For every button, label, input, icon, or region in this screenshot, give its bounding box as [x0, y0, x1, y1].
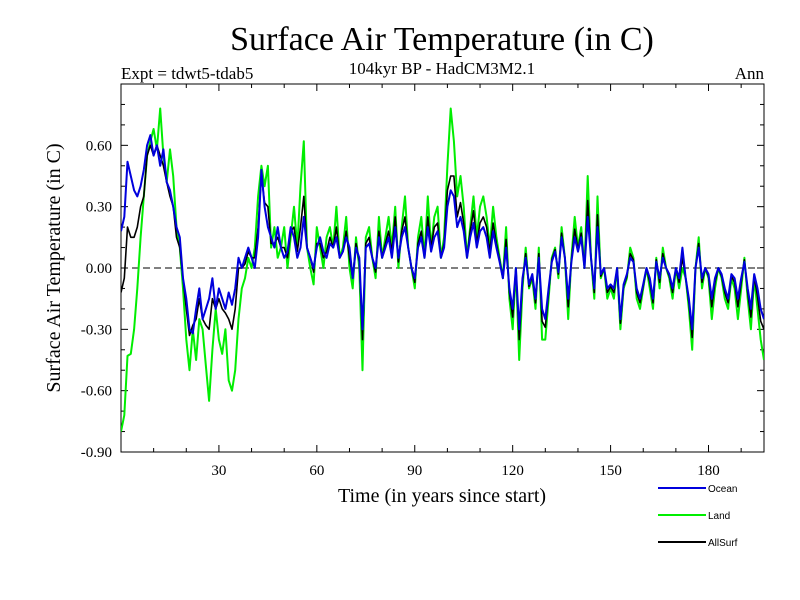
x-tick-label: 180	[697, 463, 720, 479]
series-line-ocean	[121, 134, 764, 335]
y-tick-label: -0.60	[81, 384, 112, 400]
x-tick-label: 60	[309, 463, 324, 479]
y-tick-label: -0.30	[81, 322, 112, 338]
plot-area: 30 60 90 120 150 180 -0.90 -0.60 -0.30 0.00 0.30 0.…	[81, 83, 765, 479]
legend-label-ocean: Ocean	[708, 484, 737, 495]
x-tick-label: 30	[211, 463, 226, 479]
legend-label-allsurf: AllSurf	[708, 538, 738, 549]
legend-label-land: Land	[708, 511, 730, 522]
y-tick-label: 0.00	[86, 261, 112, 277]
chart-subtitle: 104kyr BP - HadCM3M2.1	[349, 59, 535, 78]
y-tick-label: 0.30	[86, 200, 112, 216]
x-axis-label: Time (in years since start)	[338, 485, 546, 507]
chart-title: Surface Air Temperature (in C)	[230, 21, 654, 58]
x-tick-label: 120	[501, 463, 524, 479]
y-tick-label: -0.90	[81, 445, 112, 461]
legend: Ocean Land AllSurf	[658, 484, 738, 549]
x-tick-label: 150	[599, 463, 622, 479]
experiment-label: Expt = tdwt5-tdab5	[121, 64, 253, 83]
period-label: Ann	[735, 64, 765, 83]
x-tick-label: 90	[407, 463, 422, 479]
y-tick-label: 0.60	[86, 138, 112, 154]
y-axis-label: Surface Air Temperature (in C)	[43, 143, 65, 392]
